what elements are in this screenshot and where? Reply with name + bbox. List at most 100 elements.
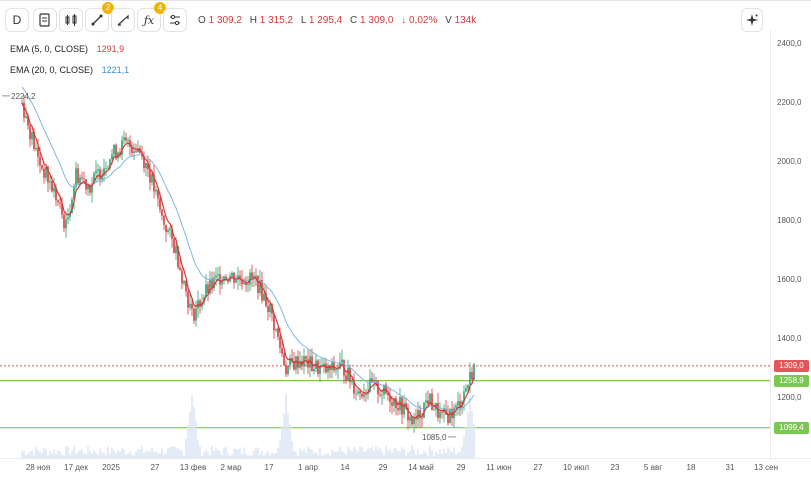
volume-bar bbox=[91, 453, 93, 458]
candle-body bbox=[153, 174, 155, 192]
volume-bar bbox=[73, 446, 75, 458]
volume-bar bbox=[355, 449, 357, 458]
volume-bar bbox=[467, 412, 469, 458]
volume-bar bbox=[135, 451, 137, 458]
candle-body bbox=[473, 364, 475, 380]
candle-body bbox=[333, 362, 335, 371]
candle-body bbox=[257, 276, 259, 293]
volume-bar bbox=[291, 440, 293, 458]
volume-bar bbox=[403, 448, 405, 458]
volume-bar bbox=[193, 407, 195, 458]
ruler-icon[interactable] bbox=[111, 8, 135, 32]
candle-body bbox=[51, 181, 53, 192]
volume-bar bbox=[335, 452, 337, 458]
candle-body bbox=[221, 280, 223, 285]
volume-bar bbox=[83, 453, 85, 458]
volume-bar bbox=[443, 448, 445, 458]
volume-bar bbox=[363, 451, 365, 458]
volume-bar bbox=[53, 449, 55, 458]
ema5-label: EMA bbox=[10, 44, 30, 54]
volume-bar bbox=[183, 455, 185, 458]
low-label: L bbox=[300, 15, 307, 26]
sparkle-icon[interactable] bbox=[741, 8, 763, 32]
volume-bar bbox=[133, 455, 135, 458]
candle-body bbox=[357, 391, 359, 394]
interval-button[interactable]: D bbox=[5, 8, 29, 32]
volume-bar bbox=[365, 451, 367, 458]
candles-icon[interactable] bbox=[59, 8, 83, 32]
candle-body bbox=[261, 279, 263, 301]
volume-bar bbox=[63, 455, 65, 458]
volume-bar bbox=[155, 451, 157, 458]
volume-bar bbox=[235, 449, 237, 458]
volume-bar bbox=[49, 451, 51, 458]
volume-bar bbox=[323, 455, 325, 458]
volume-bar bbox=[69, 454, 71, 458]
volume-bar bbox=[107, 446, 109, 458]
high-label: H bbox=[249, 15, 257, 26]
candle-body bbox=[391, 402, 393, 406]
time-tick: 29 bbox=[456, 463, 466, 472]
candle-body bbox=[61, 203, 63, 215]
candle-body bbox=[351, 381, 353, 383]
volume-bar bbox=[471, 411, 473, 458]
volume-bar bbox=[303, 448, 305, 458]
candle-body bbox=[335, 369, 337, 371]
candle-body bbox=[89, 184, 91, 193]
settings-icon[interactable] bbox=[163, 8, 187, 32]
candle-body bbox=[49, 181, 51, 183]
price-chart[interactable]: 2224,2 1085,0 bbox=[0, 30, 770, 458]
candle-body bbox=[177, 246, 179, 268]
volume-bar bbox=[451, 452, 453, 458]
volume-bar bbox=[371, 446, 373, 458]
volume-bar bbox=[429, 446, 431, 458]
formula-icon[interactable]: ƒx 4 bbox=[137, 2, 166, 32]
drawing-tools-icon[interactable]: 2 bbox=[85, 2, 114, 32]
volume-bar bbox=[87, 446, 89, 458]
volume-bar bbox=[139, 449, 141, 458]
candle-body bbox=[449, 409, 451, 424]
candle-body bbox=[209, 278, 211, 293]
candle-body bbox=[355, 393, 357, 395]
candle-body bbox=[305, 356, 307, 360]
volume-bar bbox=[265, 453, 267, 458]
volume-bar bbox=[199, 446, 201, 458]
candle-body bbox=[205, 284, 207, 298]
volume-bar bbox=[71, 451, 73, 458]
candle-body bbox=[267, 306, 269, 313]
volume-bar bbox=[125, 454, 127, 458]
volume-bar bbox=[377, 449, 379, 458]
candle-body bbox=[203, 297, 205, 303]
volume-bar bbox=[339, 446, 341, 458]
candle-body bbox=[455, 405, 457, 408]
candle-body bbox=[403, 403, 405, 415]
candle-body bbox=[393, 398, 395, 406]
volume-bar bbox=[277, 448, 279, 458]
candle-body bbox=[437, 402, 439, 418]
time-tick: 14 май bbox=[408, 463, 434, 472]
volume-bar bbox=[81, 449, 83, 458]
volume-bar bbox=[151, 447, 153, 458]
top-border bbox=[0, 0, 811, 1]
volume-bar bbox=[393, 448, 395, 458]
volume-bar bbox=[247, 455, 249, 458]
volume-bar bbox=[327, 452, 329, 458]
volume-bar bbox=[171, 446, 173, 458]
candle-body bbox=[193, 308, 195, 321]
time-tick: 14 bbox=[340, 463, 350, 472]
candle-body bbox=[321, 365, 323, 366]
volume-bar bbox=[55, 454, 57, 458]
time-tick: 27 bbox=[150, 463, 160, 472]
candle-body bbox=[91, 183, 93, 193]
ema5-legend[interactable]: EMA (5, 0, CLOSE) 1291,9 bbox=[10, 44, 124, 54]
volume-bar bbox=[349, 449, 351, 458]
volume-bar bbox=[353, 446, 355, 458]
volume-bar bbox=[455, 454, 457, 458]
indicators-icon[interactable] bbox=[33, 8, 57, 32]
candle-body bbox=[207, 284, 209, 293]
volume-bar bbox=[337, 450, 339, 458]
ema20-legend[interactable]: EMA (20, 0, CLOSE) 1221,1 bbox=[10, 65, 129, 75]
candle-body bbox=[283, 353, 285, 365]
volume-bar bbox=[419, 454, 421, 458]
candle-body bbox=[125, 137, 127, 141]
